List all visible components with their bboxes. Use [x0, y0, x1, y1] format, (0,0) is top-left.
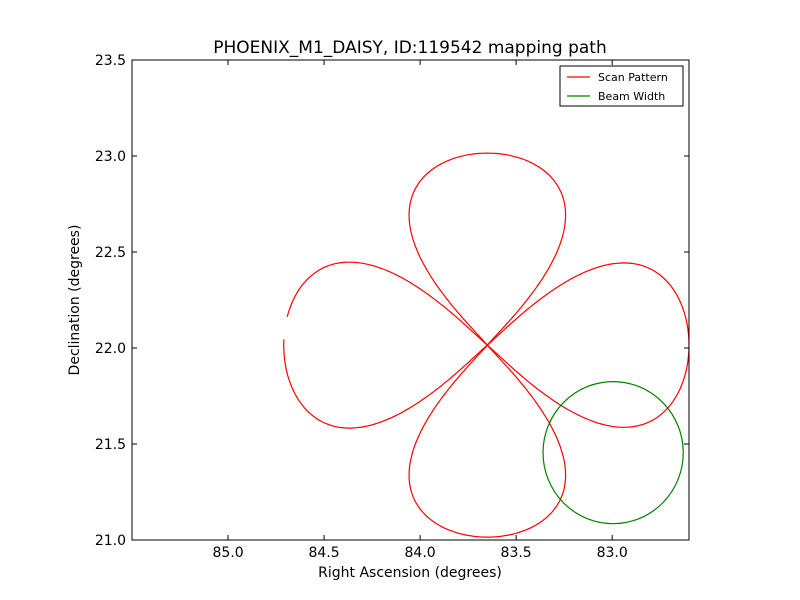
y-tick-label: 23.5	[95, 53, 126, 69]
scan-petal	[283, 261, 488, 429]
x-tick-label: 85.0	[212, 545, 243, 561]
x-tick-label: 84.5	[308, 545, 339, 561]
scan-pattern-series	[283, 152, 689, 538]
y-tick-label: 23.0	[95, 149, 126, 165]
x-tick-label: 83.0	[597, 545, 628, 561]
scan-petal	[408, 152, 567, 346]
scan-petal	[486, 262, 689, 428]
plot-area	[131, 59, 690, 541]
y-tick-label: 22.0	[95, 341, 126, 357]
x-axis-title: Right Ascension (degrees)	[318, 565, 502, 581]
plot-frame	[131, 59, 690, 541]
x-tick-label: 84.0	[405, 545, 436, 561]
axis-ticks: 85.0 84.5 84.0 83.5 83.0 21.0 21.5 22.0 22.5 23.0…	[95, 53, 689, 561]
beam-width-circle	[542, 381, 684, 525]
chart-title: PHOENIX_M1_DAISY, ID:119542 mapping path	[213, 38, 606, 58]
y-axis-title: Declination (degrees)	[67, 225, 83, 376]
legend: Scan Pattern Beam Width	[559, 65, 684, 107]
y-tick-label: 21.5	[95, 437, 126, 453]
y-tick-label: 21.0	[95, 533, 126, 549]
legend-box	[559, 65, 684, 107]
y-tick-label: 22.5	[95, 245, 126, 261]
x-tick-label: 83.5	[501, 545, 532, 561]
legend-label-scan: Scan Pattern	[598, 71, 668, 84]
legend-label-beam: Beam Width	[598, 90, 665, 103]
scan-petal	[408, 344, 567, 538]
